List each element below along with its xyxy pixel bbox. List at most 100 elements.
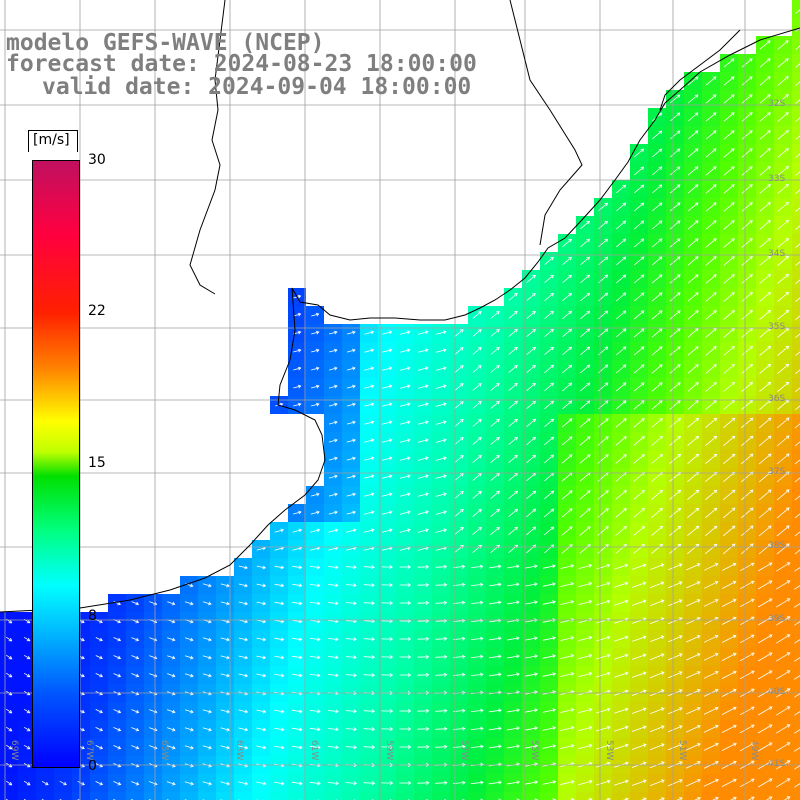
wind-arrow — [685, 743, 701, 751]
wind-arrow — [526, 436, 537, 446]
wind-arrow — [490, 490, 500, 500]
wind-arrow — [382, 384, 393, 389]
wind-arrow — [220, 727, 231, 732]
wind-arrow — [712, 796, 719, 800]
wind-arrow — [526, 274, 536, 283]
wind-arrow — [687, 489, 700, 501]
wind-arrow — [667, 725, 683, 733]
wind-arrow — [613, 779, 629, 786]
wind-arrow — [417, 564, 430, 569]
wind-arrow — [580, 310, 591, 320]
wind-arrow — [113, 781, 122, 786]
wind-arrow — [508, 526, 519, 536]
wind-arrow — [723, 166, 735, 176]
wind-cell — [792, 234, 800, 252]
wind-arrow — [400, 366, 411, 371]
wind-arrow — [669, 184, 681, 194]
wind-arrow — [256, 583, 267, 588]
wind-arrow — [382, 330, 393, 335]
wind-arrow — [667, 707, 683, 715]
wind-arrow — [794, 783, 800, 788]
wind-arrow — [757, 616, 773, 626]
wind-arrow — [345, 709, 357, 714]
wind-arrow — [739, 616, 755, 626]
wind-arrow — [562, 274, 572, 284]
wind-arrow — [346, 438, 356, 443]
wind-arrow — [435, 636, 448, 641]
wind-arrow — [615, 508, 627, 518]
wind-arrow — [632, 653, 647, 660]
wind-arrow — [615, 436, 627, 446]
wind-arrow — [399, 420, 411, 425]
wind-arrow — [310, 510, 320, 515]
wind-arrow — [794, 657, 800, 662]
wind-arrow — [703, 742, 719, 751]
wind-arrow — [382, 438, 393, 443]
wind-arrow — [723, 148, 735, 158]
wind-arrow — [615, 382, 627, 392]
wind-arrow — [631, 743, 647, 750]
wind-arrow — [597, 526, 609, 536]
wind-arrow — [748, 796, 755, 800]
wind-arrow — [364, 438, 375, 443]
wind-arrow — [292, 655, 303, 660]
wind-arrow — [292, 565, 303, 570]
wind-arrow — [705, 525, 718, 537]
wind-arrow — [6, 654, 13, 660]
wind-arrow — [687, 525, 700, 537]
wind-arrow — [721, 616, 737, 625]
wind-arrow — [757, 778, 773, 788]
wind-arrow — [544, 346, 555, 356]
wind-cell — [504, 792, 522, 800]
wind-arrow — [309, 781, 321, 786]
wind-arrow — [739, 706, 755, 716]
wind-arrow — [292, 745, 303, 750]
valid-date: valid date: 2024-09-04 18:00:00 — [42, 74, 472, 100]
wind-arrow — [703, 778, 719, 787]
wind-arrow — [687, 202, 699, 212]
wind-arrow — [560, 636, 575, 641]
wind-arrow — [795, 369, 800, 375]
wind-arrow — [238, 601, 249, 606]
wind-arrow — [741, 130, 753, 140]
wind-arrow — [6, 708, 13, 714]
wind-arrow — [741, 148, 753, 158]
wind-arrow — [741, 292, 753, 302]
wind-arrow — [650, 635, 665, 642]
wind-cell — [792, 90, 800, 108]
wind-arrow — [776, 507, 790, 519]
wind-arrow — [758, 543, 772, 555]
wind-arrow — [561, 508, 573, 518]
wind-arrow — [651, 454, 663, 464]
wind-arrow — [777, 345, 790, 357]
wind-arrow — [578, 635, 593, 642]
wind-arrow — [723, 382, 735, 392]
wind-arrow — [669, 274, 681, 284]
wind-arrow — [345, 745, 358, 750]
wind-arrow — [328, 528, 339, 533]
wind-arrow — [506, 780, 521, 785]
wind-cell — [792, 576, 800, 594]
wind-arrow — [704, 581, 719, 589]
wind-arrow — [705, 238, 717, 248]
wind-arrow — [454, 526, 464, 535]
wind-arrow — [759, 309, 771, 320]
wind-arrow — [417, 582, 430, 587]
wind-arrow — [578, 599, 593, 606]
wind-arrow — [669, 220, 681, 230]
wind-cell — [792, 432, 800, 450]
wind-arrow — [777, 220, 789, 230]
wind-arrow — [783, 796, 791, 800]
wind-arrow — [472, 526, 482, 536]
wind-arrow — [580, 292, 591, 302]
wind-arrow — [526, 400, 536, 410]
wind-arrow — [516, 798, 521, 800]
wind-arrow — [741, 58, 753, 68]
wind-arrow — [490, 365, 500, 373]
wind-arrow — [381, 601, 394, 606]
wind-arrow — [705, 346, 717, 356]
wind-arrow — [723, 310, 735, 320]
wind-arrow — [739, 778, 755, 788]
wind-arrow — [687, 184, 699, 194]
wind-arrow — [364, 492, 375, 497]
